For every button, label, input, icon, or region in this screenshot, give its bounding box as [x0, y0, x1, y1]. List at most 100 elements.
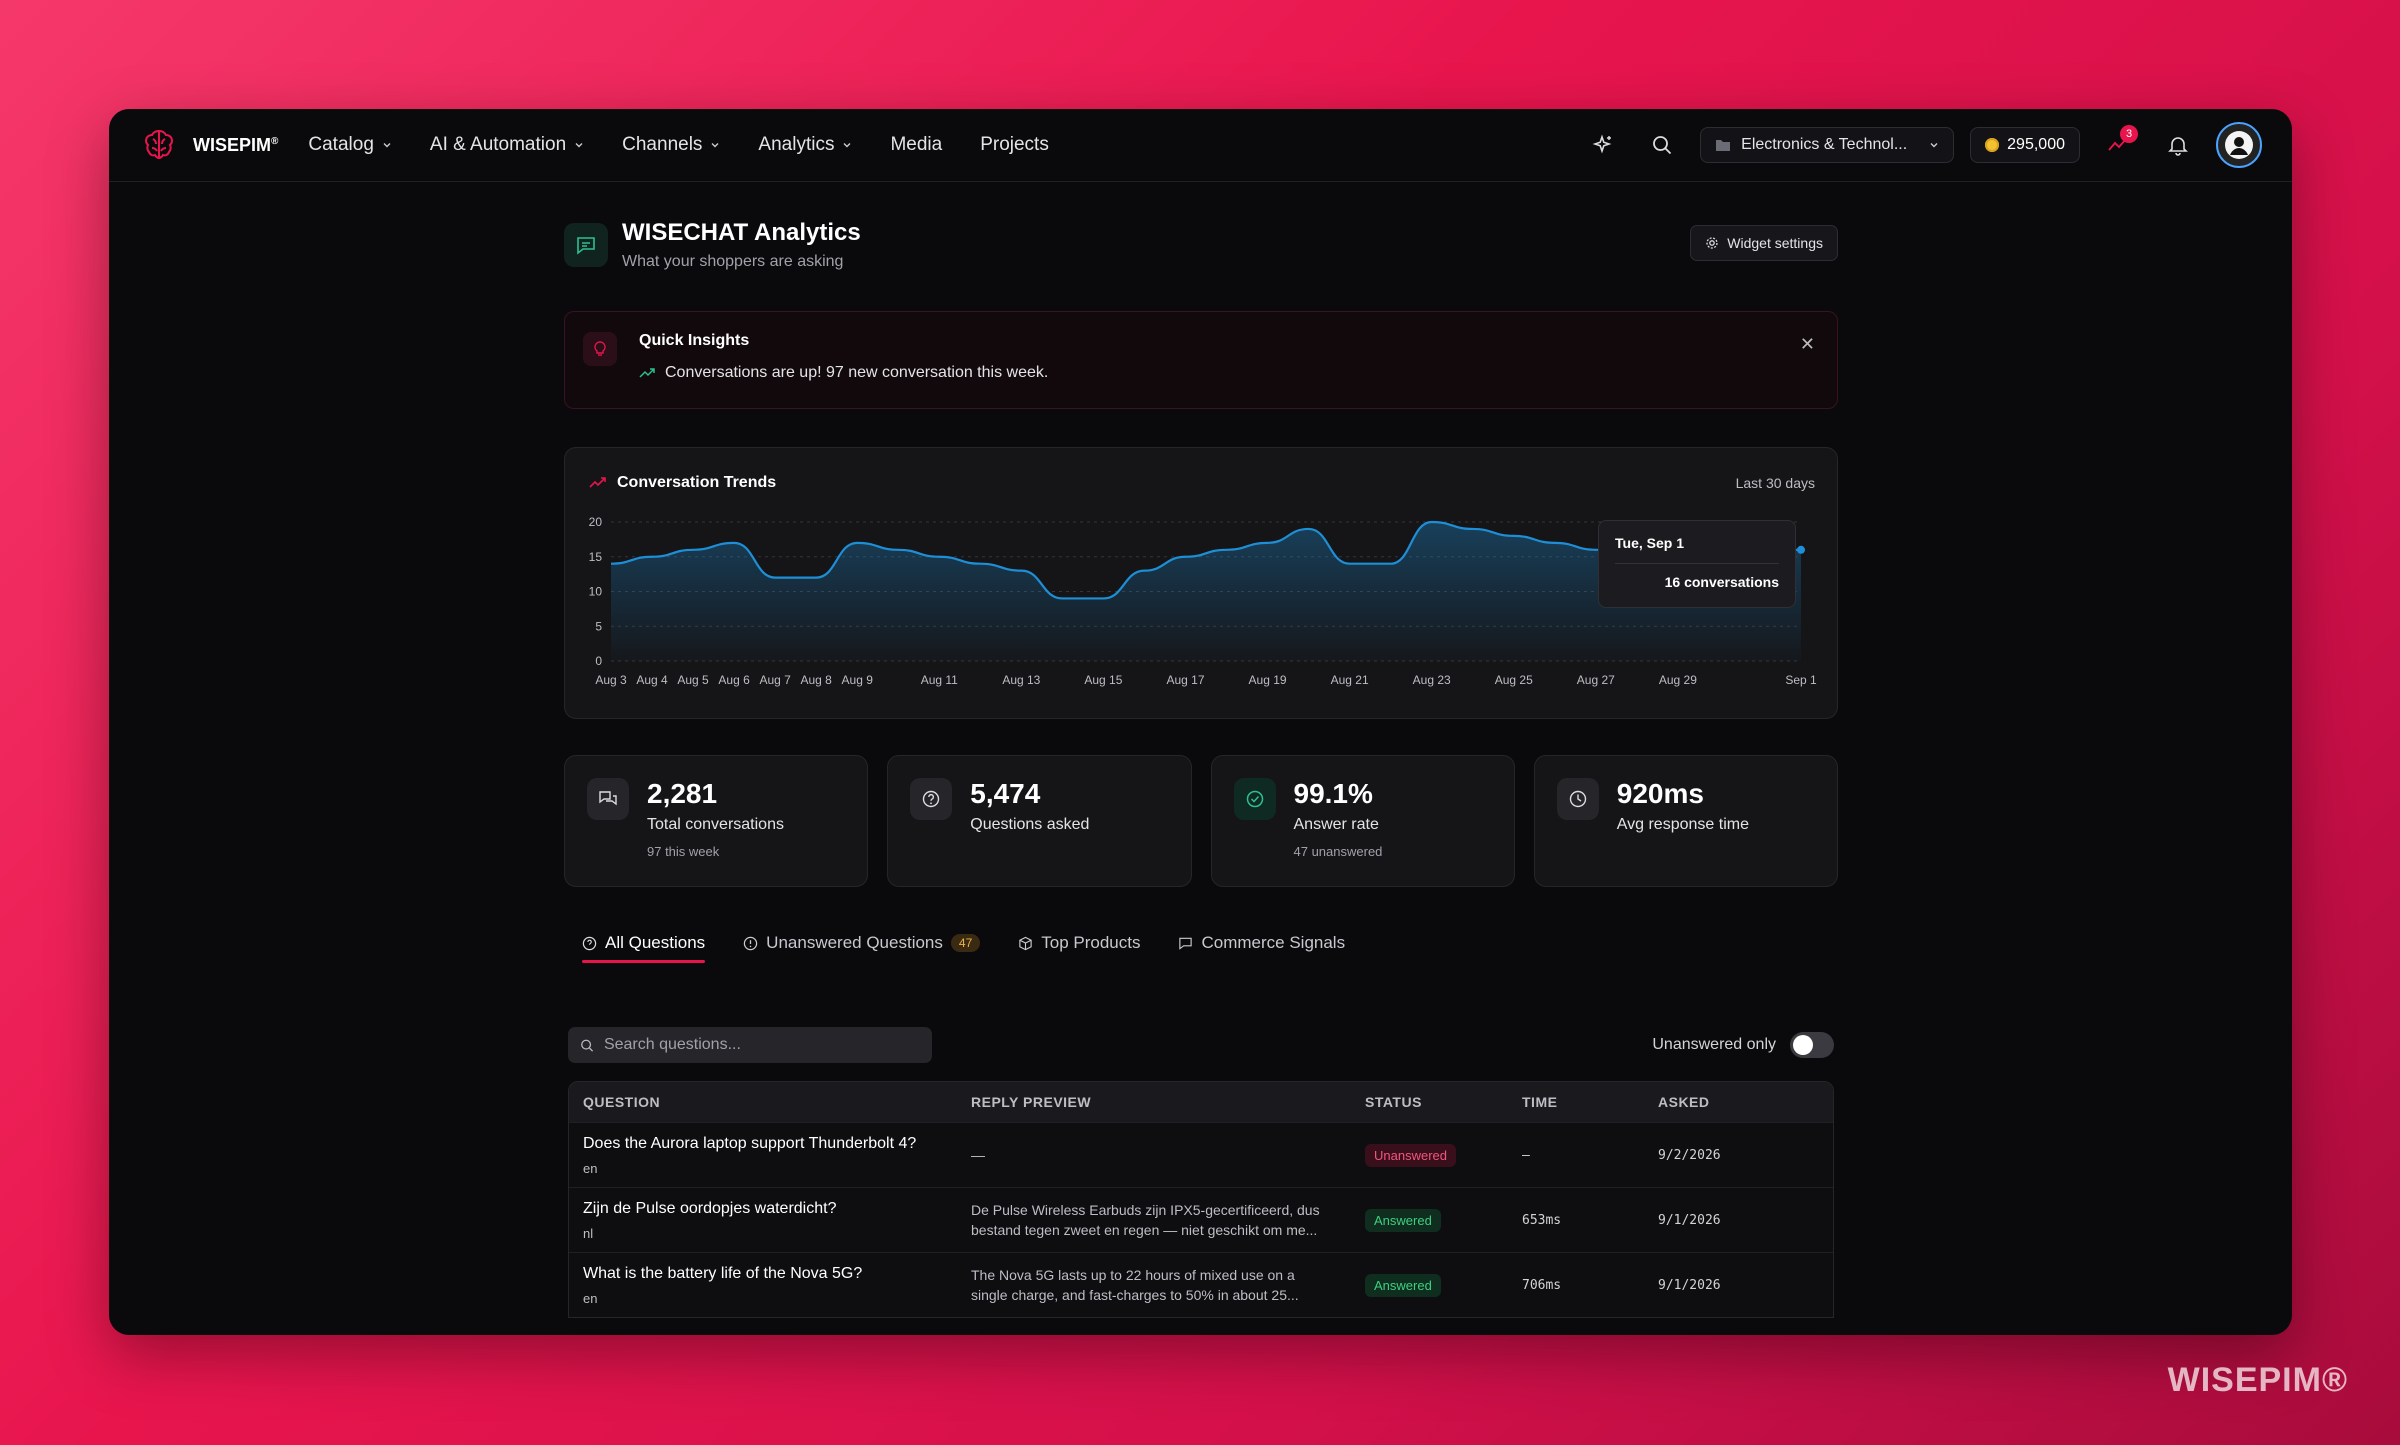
stat-value: 5,474	[970, 778, 1041, 809]
nav-channels[interactable]: Channels	[622, 134, 720, 156]
column-header[interactable]: ASKED	[1658, 1094, 1710, 1110]
trending-up-icon	[589, 477, 606, 488]
nav-catalog[interactable]: Catalog	[308, 134, 392, 156]
insights-message: Conversations are up! 97 new conversatio…	[665, 364, 1049, 381]
chevron-down-icon	[711, 143, 719, 148]
conversation-trends-card: 0 5 10 15 20 Aug 3 Aug 4 Aug 5 Aug 6 Aug 7 Aug 8 Au…	[564, 447, 1838, 719]
x-tick-label: Aug 7	[759, 673, 791, 687]
question-tabs: All Questions Unanswered Questions 47 To…	[564, 933, 1838, 963]
status-badge: Unanswered	[1365, 1143, 1456, 1167]
stat-sub: 97 this week	[647, 844, 720, 859]
search-input[interactable]	[603, 1036, 920, 1054]
response-time: —	[1522, 1147, 1530, 1163]
x-tick-label: Aug 8	[800, 673, 832, 687]
status-badge: Answered	[1365, 1208, 1441, 1232]
reply-preview: single charge, and fast-charges to 50% i…	[971, 1287, 1299, 1303]
chevron-down-icon	[383, 143, 391, 148]
activity-icon	[2108, 138, 2127, 151]
main-content: WISECHAT Analytics What your shoppers ar…	[564, 219, 1838, 1318]
page-title: WISECHAT Analytics	[622, 219, 861, 246]
x-tick-label: Aug 25	[1495, 673, 1533, 687]
question-text: Zijn de Pulse oordopjes waterdicht?	[583, 1199, 837, 1217]
chart-range[interactable]: Last 30 days	[1735, 475, 1815, 491]
unanswered-count-badge: 47	[950, 934, 981, 952]
lightbulb-icon	[583, 332, 617, 366]
stat-answer-rate: 99.1% Answer rate 47 unanswered	[1210, 755, 1515, 887]
status-badge: Answered	[1365, 1273, 1441, 1297]
close-icon[interactable]: ✕	[1799, 334, 1815, 354]
widget-settings-button[interactable]: Widget settings	[1690, 225, 1838, 261]
user-icon	[2225, 131, 2253, 159]
stat-total-conversations: 2,281 Total conversations 97 this week	[564, 755, 869, 887]
notifications-button[interactable]	[2156, 123, 2200, 167]
clock-icon	[1556, 778, 1599, 820]
box-icon	[1019, 936, 1032, 950]
workspace-name: Electronics & Technol...	[1741, 136, 1908, 153]
table-row[interactable]: Zijn de Pulse oordopjes waterdicht? nl De…	[569, 1187, 1833, 1252]
reply-preview: The Nova 5G lasts up to 22 hours of mixe…	[971, 1267, 1295, 1283]
table-row[interactable]: Does the Aurora laptop support Thunderbo…	[569, 1122, 1833, 1187]
unanswered-only-toggle[interactable]	[1790, 1032, 1834, 1058]
chevron-down-icon	[843, 143, 851, 148]
sparkle-icon	[1592, 134, 1612, 154]
tab-unanswered-questions[interactable]: Unanswered Questions 47	[743, 933, 981, 963]
language-code: en	[583, 1160, 598, 1176]
x-tick-label: Aug 17	[1166, 673, 1204, 687]
x-tick-label: Aug 21	[1331, 673, 1369, 687]
question-circle-icon	[910, 778, 953, 820]
tooltip-date: Tue, Sep 1	[1615, 535, 1684, 551]
column-header[interactable]: REPLY PREVIEW	[971, 1094, 1092, 1110]
tooltip-value: 16 conversations	[1664, 574, 1779, 590]
reply-preview: De Pulse Wireless Earbuds zijn IPX5-gece…	[971, 1202, 1320, 1218]
nav-projects[interactable]: Projects	[980, 134, 1049, 155]
insights-title: Quick Insights	[639, 332, 750, 349]
brand-name: WISEPIM®	[193, 134, 279, 155]
x-tick-label: Sep 1	[1785, 673, 1817, 687]
x-tick-label: Aug 13	[1002, 673, 1040, 687]
series-line	[610, 520, 1801, 600]
stat-avg-response-time: 920ms Avg response time	[1533, 755, 1838, 887]
ai-sparkle-button[interactable]	[1580, 123, 1624, 167]
stat-label: Avg response time	[1616, 816, 1749, 833]
stat-sub: 47 unanswered	[1293, 844, 1383, 859]
unanswered-only-label: Unanswered only	[1652, 1036, 1776, 1053]
nav-analytics[interactable]: Analytics	[758, 134, 852, 156]
chevron-down-icon	[1930, 143, 1938, 148]
alert-circle-icon	[743, 936, 758, 950]
data-point	[1797, 545, 1805, 554]
trending-up-icon	[639, 368, 655, 378]
conversation-trends-chart: 0 5 10 15 20 Aug 3 Aug 4 Aug 5 Aug 6 Aug 7 Aug 8 Au…	[589, 515, 1817, 687]
credits-value: 295,000	[2007, 136, 2065, 153]
credits-balance[interactable]: 295,000	[1970, 127, 2080, 163]
page-header: WISECHAT Analytics What your shoppers ar…	[564, 219, 1838, 283]
quick-insights-banner: Quick Insights Conversations are up! 97 …	[564, 311, 1838, 409]
tab-commerce-signals[interactable]: Commerce Signals	[1178, 933, 1345, 963]
column-header[interactable]: STATUS	[1365, 1094, 1422, 1110]
chat-icon	[564, 223, 608, 267]
chart-title: Conversation Trends	[617, 474, 777, 491]
y-tick-label: 0	[595, 654, 602, 668]
stats-row: 2,281 Total conversations 97 this week 5…	[564, 755, 1838, 887]
tab-all-questions[interactable]: All Questions	[582, 933, 706, 963]
stat-questions-asked: 5,474 Questions asked	[887, 755, 1192, 887]
nav-media[interactable]: Media	[890, 134, 943, 155]
x-tick-label: Aug 11	[921, 673, 958, 687]
table-row[interactable]: What is the battery life of the Nova 5G?…	[569, 1252, 1833, 1317]
bell-icon	[2168, 137, 2188, 156]
workspace-selector[interactable]: Electronics & Technol...	[1700, 127, 1955, 163]
asked-date: 9/2/2026	[1658, 1147, 1721, 1163]
tab-top-products[interactable]: Top Products	[1018, 933, 1140, 963]
nav-ai-automation[interactable]: AI & Automation	[430, 134, 584, 156]
user-avatar[interactable]	[2216, 122, 2262, 168]
table-header: QUESTION REPLY PREVIEW STATUS TIME ASKED	[569, 1082, 1833, 1122]
column-header[interactable]: TIME	[1522, 1094, 1558, 1110]
y-tick-label: 15	[589, 550, 603, 564]
brand[interactable]: WISEPIM®	[139, 125, 278, 165]
stat-value: 920ms	[1616, 778, 1704, 809]
search-button[interactable]	[1640, 123, 1684, 167]
chart-tooltip: Tue, Sep 1 16 conversations	[1598, 520, 1796, 608]
y-tick-label: 20	[589, 515, 603, 529]
activity-button[interactable]: 3	[2096, 123, 2140, 167]
question-circle-icon	[582, 936, 597, 950]
column-header[interactable]: QUESTION	[583, 1094, 661, 1110]
